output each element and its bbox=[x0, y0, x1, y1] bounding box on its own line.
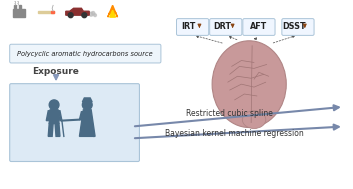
FancyBboxPatch shape bbox=[10, 44, 161, 63]
Polygon shape bbox=[66, 8, 89, 15]
Polygon shape bbox=[58, 111, 62, 121]
Text: IRT: IRT bbox=[181, 22, 196, 30]
Polygon shape bbox=[51, 11, 54, 13]
Ellipse shape bbox=[212, 41, 286, 128]
Polygon shape bbox=[14, 5, 16, 9]
FancyBboxPatch shape bbox=[176, 19, 209, 35]
Polygon shape bbox=[49, 110, 59, 124]
Polygon shape bbox=[108, 5, 118, 17]
Text: DRT: DRT bbox=[213, 22, 231, 30]
Text: Exposure: Exposure bbox=[32, 67, 79, 76]
FancyBboxPatch shape bbox=[282, 19, 314, 35]
Text: Bayesian kernel machine regression: Bayesian kernel machine regression bbox=[165, 129, 304, 138]
Ellipse shape bbox=[243, 111, 266, 129]
Circle shape bbox=[82, 100, 92, 110]
Text: DSST: DSST bbox=[282, 22, 306, 30]
Text: Restricted cubic spline: Restricted cubic spline bbox=[186, 109, 273, 118]
Polygon shape bbox=[48, 124, 53, 136]
Circle shape bbox=[91, 12, 95, 15]
Polygon shape bbox=[19, 5, 21, 9]
Circle shape bbox=[49, 100, 59, 110]
Polygon shape bbox=[38, 11, 54, 13]
Polygon shape bbox=[82, 98, 92, 102]
Polygon shape bbox=[13, 9, 25, 17]
Polygon shape bbox=[110, 10, 115, 17]
FancyBboxPatch shape bbox=[243, 19, 275, 35]
Polygon shape bbox=[79, 110, 95, 136]
Circle shape bbox=[68, 13, 73, 18]
FancyBboxPatch shape bbox=[10, 84, 139, 162]
Circle shape bbox=[94, 14, 96, 17]
Circle shape bbox=[82, 13, 87, 18]
Text: Polycyclic aromatic hydrocarbons source: Polycyclic aromatic hydrocarbons source bbox=[17, 50, 153, 57]
Circle shape bbox=[89, 12, 93, 16]
Polygon shape bbox=[79, 112, 83, 120]
Polygon shape bbox=[46, 111, 50, 121]
Text: AFT: AFT bbox=[250, 22, 268, 30]
FancyBboxPatch shape bbox=[210, 19, 242, 35]
Polygon shape bbox=[55, 124, 60, 136]
